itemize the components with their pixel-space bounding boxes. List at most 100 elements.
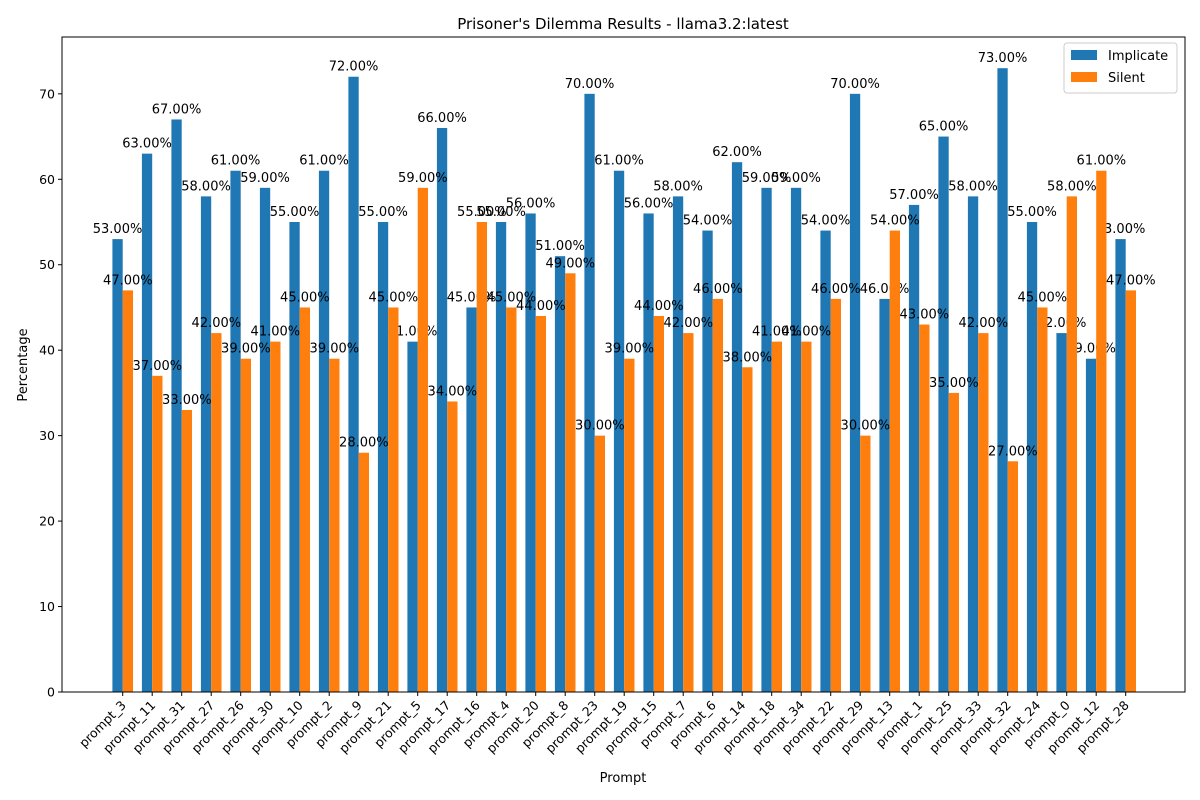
bar-silent [653, 316, 664, 692]
bar-silent [1037, 307, 1048, 692]
bar-silent [476, 222, 487, 692]
data-label-silent: 46.00% [693, 282, 743, 297]
bar-silent [506, 307, 517, 692]
bar-silent [683, 333, 694, 692]
data-label-silent: 33.00% [162, 393, 212, 408]
bar-implicate [1026, 222, 1038, 692]
bar-silent [919, 324, 930, 692]
bar-silent [771, 341, 782, 692]
data-label-implicate: 72.00% [329, 60, 379, 75]
bar-silent [122, 290, 133, 692]
data-label-implicate: 58.00% [948, 179, 998, 194]
data-label-implicate: 61.00% [594, 154, 644, 169]
data-label-implicate: 54.00% [683, 214, 733, 229]
data-label-implicate: 63.00% [122, 137, 172, 152]
data-label-implicate: 55.00% [270, 205, 320, 220]
data-label-silent: 45.00% [369, 290, 419, 305]
bar-implicate [259, 187, 271, 692]
y-axis-label: Percentage [16, 328, 31, 401]
bar-silent [535, 316, 546, 692]
bar-implicate [997, 68, 1008, 692]
bar-implicate [436, 128, 448, 693]
data-label-implicate: 66.00% [417, 111, 467, 126]
bar-implicate [318, 170, 330, 693]
data-label-silent: 42.00% [192, 316, 242, 331]
legend-label-implicate: Implicate [1108, 49, 1168, 64]
bar-implicate [672, 196, 684, 692]
data-label-silent: 46.00% [811, 282, 861, 297]
bar-silent [417, 187, 428, 692]
data-label-implicate: 58.00% [653, 179, 703, 194]
data-label-silent: 42.00% [664, 316, 714, 331]
bar-implicate [1056, 333, 1067, 692]
data-label-silent: 55.00% [457, 205, 507, 220]
bar-silent [742, 367, 753, 692]
bar-silent [860, 435, 871, 692]
y-tick-label: 40 [39, 343, 55, 358]
bar-implicate [613, 170, 625, 693]
bar-implicate [790, 187, 802, 692]
bar-implicate [820, 230, 831, 692]
legend: Implicate Silent [1063, 42, 1178, 94]
data-label-silent: 45.00% [280, 290, 330, 305]
data-label-implicate: 55.00% [1007, 205, 1057, 220]
bar-silent [211, 333, 222, 692]
data-label-silent: 34.00% [428, 384, 478, 399]
bar-implicate [525, 213, 536, 692]
legend-swatch-silent [1071, 72, 1097, 82]
data-label-silent: 39.00% [221, 342, 271, 357]
bar-silent [594, 435, 605, 692]
data-label-implicate: 56.00% [506, 196, 556, 211]
bar-silent [948, 392, 959, 692]
bar-silent [1096, 170, 1107, 693]
data-label-silent: 39.00% [310, 342, 360, 357]
bar-silent [1007, 461, 1018, 692]
data-label-implicate: 73.00% [978, 51, 1028, 66]
data-label-silent: 30.00% [575, 419, 625, 434]
bar-implicate [554, 256, 566, 692]
data-label-silent: 37.00% [133, 359, 183, 374]
bar-silent [299, 307, 310, 692]
data-label-implicate: 58.00% [181, 179, 231, 194]
bar-silent [1066, 196, 1077, 692]
y-tick-label: 0 [47, 685, 55, 700]
data-label-implicate: 59.00% [742, 171, 792, 186]
data-label-silent: 45.00% [1018, 290, 1068, 305]
bar-implicate [1115, 239, 1126, 692]
bar-silent [388, 307, 399, 692]
bar-implicate [171, 119, 182, 692]
bar-implicate [377, 222, 389, 692]
bar-implicate [112, 239, 123, 692]
data-label-silent: 49.00% [546, 256, 596, 271]
bar-silent [978, 333, 989, 692]
data-label-implicate: 67.00% [152, 102, 202, 117]
legend-label-silent: Silent [1108, 71, 1145, 86]
bar-silent [801, 341, 812, 692]
bar-implicate [849, 93, 861, 693]
data-label-implicate: 51.00% [535, 239, 585, 254]
data-label-implicate: 55.00% [476, 205, 526, 220]
data-label-silent: 42.00% [959, 316, 1009, 331]
bar-implicate [141, 153, 153, 693]
bar-implicate [967, 196, 979, 692]
bar-implicate [466, 307, 477, 692]
data-label-implicate: 53.00% [93, 222, 143, 237]
y-tick-label: 50 [39, 257, 55, 272]
data-label-implicate: 70.00% [565, 77, 615, 92]
data-label-silent: 47.00% [103, 273, 153, 288]
y-tick-label: 60 [39, 172, 55, 187]
bar-silent [830, 298, 841, 692]
bar-silent [358, 452, 369, 692]
y-tick-label: 30 [39, 428, 55, 443]
data-label-silent: 39.00% [605, 342, 655, 357]
bar-silent [152, 375, 163, 692]
bar-silent [1125, 290, 1136, 692]
bar-implicate [731, 162, 743, 692]
data-label-silent: 38.00% [723, 350, 773, 365]
bar-implicate [908, 204, 920, 693]
plot-area: 0 10 20 30 40 50 60 70 53.00% 63.00% 67.00% 58.00% 6… [39, 36, 1186, 756]
data-label-silent: 45.00% [487, 290, 537, 305]
bar-silent [181, 410, 192, 692]
bar-silent [889, 230, 900, 692]
bar-implicate [1085, 358, 1097, 692]
